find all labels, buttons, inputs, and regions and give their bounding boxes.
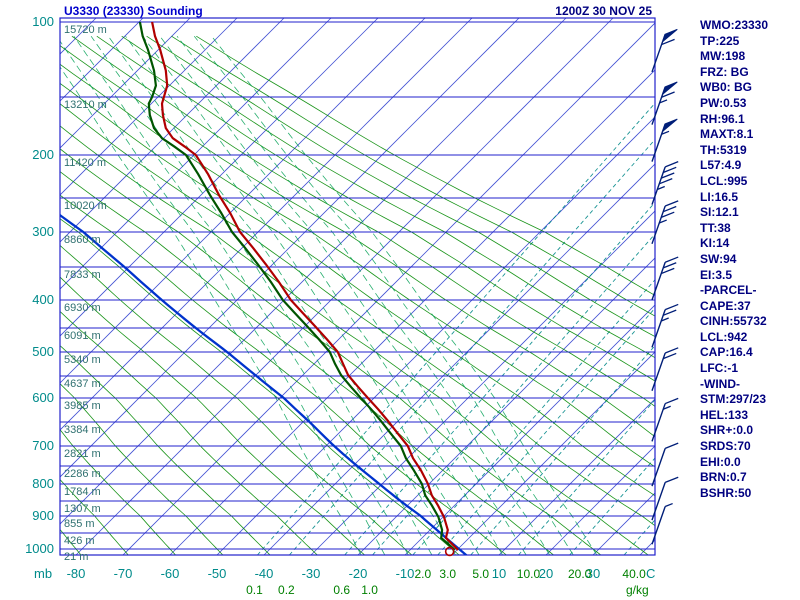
index-line: L57:4.9 bbox=[700, 158, 742, 173]
pressure-label: 200 bbox=[32, 147, 54, 162]
index-line: CINH:55732 bbox=[700, 314, 767, 329]
pressure-label: 1000 bbox=[25, 541, 54, 556]
index-line: EHI:0.0 bbox=[700, 454, 741, 469]
index-line: TP:225 bbox=[700, 33, 740, 48]
mixing-ratio-label: 2.0 bbox=[414, 567, 431, 581]
index-line: STM:297/23 bbox=[700, 392, 767, 407]
mixing-ratio-label: 0.1 bbox=[246, 583, 263, 597]
height-label: 2821 m bbox=[64, 448, 101, 460]
index-line: SHR+:0.0 bbox=[700, 423, 754, 438]
temperature-curve bbox=[151, 21, 459, 551]
height-label: 2286 m bbox=[64, 468, 101, 480]
height-label: 6091 m bbox=[64, 330, 101, 342]
index-line: -PARCEL- bbox=[700, 283, 757, 298]
mixing-ratio-label: 0.6 bbox=[333, 583, 350, 597]
height-label: 3384 m bbox=[64, 424, 101, 436]
mb-unit-label: mb bbox=[34, 566, 52, 581]
index-line: KI:14 bbox=[700, 236, 730, 251]
plot-border bbox=[59, 17, 656, 556]
height-label: 855 m bbox=[64, 518, 95, 530]
index-line: CAPE:37 bbox=[700, 298, 751, 313]
pressure-label: 300 bbox=[32, 224, 54, 239]
temp-tick-label: -20 bbox=[349, 566, 368, 581]
mixing-ratio-label: 3.0 bbox=[439, 567, 456, 581]
temp-tick-label: 30 bbox=[586, 566, 600, 581]
wind-barbs bbox=[651, 28, 679, 545]
pressure-label: 500 bbox=[32, 344, 54, 359]
mixing-ratio-label: 20.0 bbox=[568, 567, 592, 581]
index-line: SI:12.1 bbox=[700, 205, 739, 220]
index-line: TH:5319 bbox=[700, 142, 747, 157]
height-label: 15720 m bbox=[64, 24, 107, 36]
index-line: PW:0.53 bbox=[700, 95, 747, 110]
height-label: 11420 m bbox=[64, 157, 106, 169]
height-label: 6930 m bbox=[64, 302, 101, 314]
height-label: 5340 m bbox=[64, 354, 101, 366]
index-line: MW:198 bbox=[700, 49, 746, 64]
page-title: U3330 (23330) Sounding bbox=[64, 4, 203, 18]
mixratio-unit-label: g/kg bbox=[626, 583, 649, 597]
parcel-trace bbox=[60, 213, 468, 555]
temp-tick-label: -10 bbox=[396, 566, 415, 581]
temp-unit-label: C bbox=[646, 566, 655, 581]
surface-parcel-marker bbox=[444, 546, 455, 557]
pressure-label: 400 bbox=[32, 292, 54, 307]
height-label: 21 m bbox=[64, 551, 88, 563]
height-label: 426 m bbox=[64, 535, 95, 547]
mixing-ratio-label: 40.0 bbox=[622, 567, 646, 581]
index-line: MAXT:8.1 bbox=[700, 127, 754, 142]
temp-tick-label: 20 bbox=[539, 566, 553, 581]
mixing-ratio-label: 10.0 bbox=[517, 567, 541, 581]
index-line: LCL:995 bbox=[700, 173, 748, 188]
temp-tick-label: -50 bbox=[208, 566, 227, 581]
mixing-ratio-label: 0.2 bbox=[278, 583, 295, 597]
index-line: LI:16.5 bbox=[700, 189, 739, 204]
index-line: RH:96.1 bbox=[700, 111, 745, 126]
index-line: CAP:16.4 bbox=[700, 345, 753, 360]
height-label: 7833 m bbox=[64, 269, 101, 281]
temp-tick-label: -60 bbox=[161, 566, 180, 581]
height-label: 1307 m bbox=[64, 503, 101, 515]
temp-tick-label: -80 bbox=[67, 566, 86, 581]
height-label: 3985 m bbox=[64, 400, 101, 412]
index-line: EI:3.5 bbox=[700, 267, 733, 282]
height-label: 13210 m bbox=[64, 99, 107, 111]
height-label: 4637 m bbox=[64, 378, 101, 390]
index-line: -WIND- bbox=[700, 376, 740, 391]
index-line: SW:94 bbox=[700, 251, 737, 266]
temp-tick-label: -40 bbox=[255, 566, 274, 581]
index-line: LFC:-1 bbox=[700, 361, 738, 376]
index-line: WB0: BG bbox=[700, 80, 752, 95]
plot-grid bbox=[60, 18, 655, 555]
height-label: 8860 m bbox=[64, 234, 101, 246]
pressure-label: 700 bbox=[32, 438, 54, 453]
index-line: BRN:0.7 bbox=[700, 470, 747, 485]
index-line: TT:38 bbox=[700, 220, 731, 235]
pressure-label: 800 bbox=[32, 476, 54, 491]
temp-tick-label: -70 bbox=[114, 566, 133, 581]
dewpoint-curve bbox=[138, 21, 456, 551]
temp-tick-label: -30 bbox=[302, 566, 321, 581]
pressure-label: 900 bbox=[32, 508, 54, 523]
index-line: WMO:23330 bbox=[700, 18, 769, 32]
pressure-label: 600 bbox=[32, 390, 54, 405]
mixing-ratio-label: 5.0 bbox=[472, 567, 489, 581]
index-line: LCL:942 bbox=[700, 329, 748, 344]
index-line: BSHR:50 bbox=[700, 485, 752, 500]
index-line: SRDS:70 bbox=[700, 439, 751, 454]
height-label: 1784 m bbox=[64, 486, 101, 498]
pressure-label: 100 bbox=[32, 14, 54, 29]
indices-panel: WMO:23330 TP:225 MW:198 FRZ: BG WB0: BG PW:0.… bbox=[700, 18, 768, 501]
index-line: FRZ: BG bbox=[700, 64, 749, 79]
height-label: 10020 m bbox=[64, 200, 107, 212]
temp-tick-label: 10 bbox=[492, 566, 506, 581]
datetime-label: 1200Z 30 NOV 25 bbox=[555, 4, 652, 18]
mixing-ratio-label: 1.0 bbox=[361, 583, 378, 597]
index-line: HEL:133 bbox=[700, 407, 749, 422]
